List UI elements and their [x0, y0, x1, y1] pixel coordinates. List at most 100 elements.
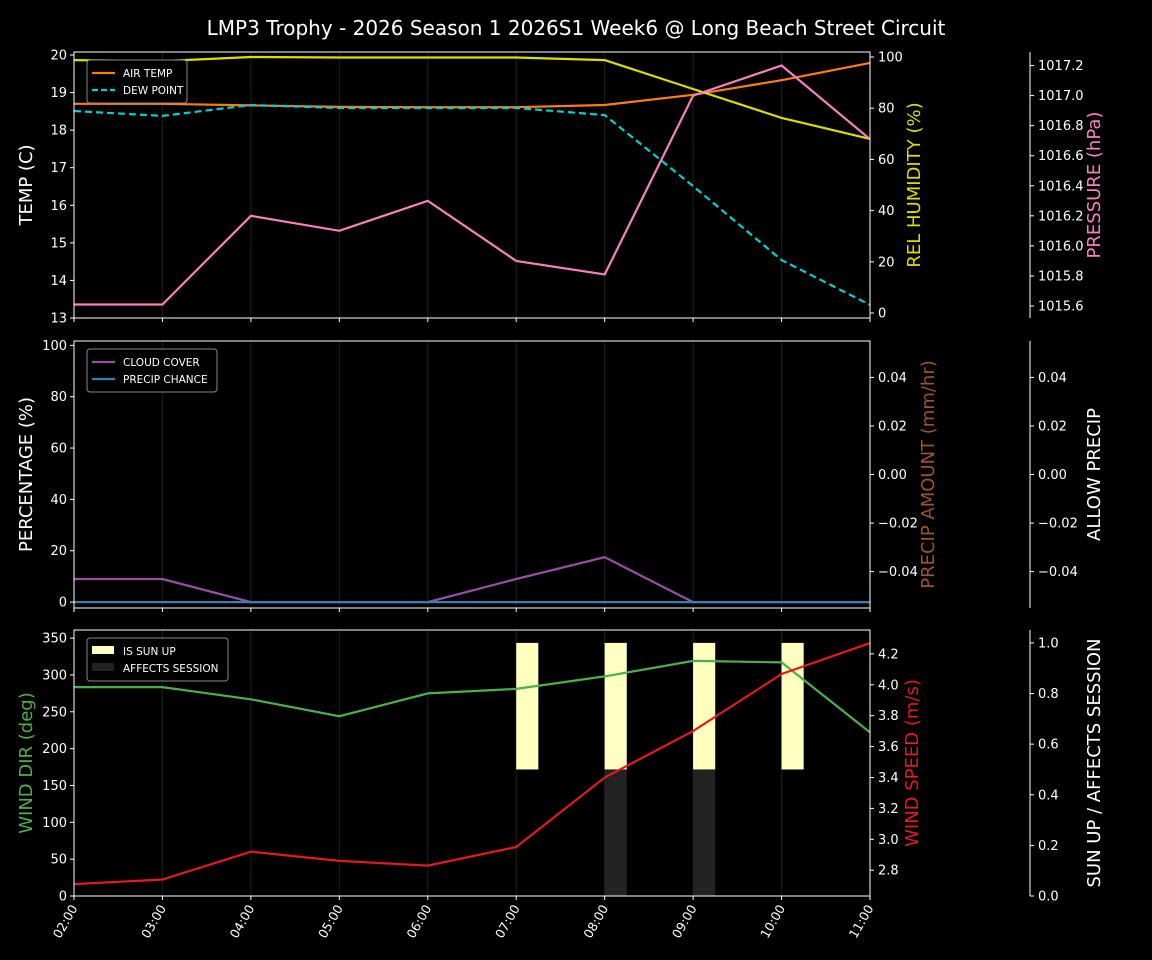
legend-label: AIR TEMP [123, 68, 172, 80]
y-tick-label: 250 [42, 705, 67, 720]
y-tick-label: 0.00 [878, 468, 907, 483]
y-tick-label: 1015.8 [1038, 269, 1084, 284]
y-tick-label: 0.02 [878, 419, 907, 434]
y-tick-label: 3.0 [878, 833, 899, 848]
axis-label: SUN UP / AFFECTS SESSION [1084, 638, 1105, 887]
y-tick-label: 1.0 [1038, 636, 1059, 651]
axis-label: ALLOW PRECIP [1084, 408, 1105, 541]
y-tick-label: 15 [50, 236, 67, 251]
y-tick-label: −0.02 [878, 517, 918, 532]
y-tick-label: 60 [50, 442, 67, 457]
plot-frame [73, 629, 871, 897]
x-tick-label: 11:00 [846, 902, 877, 941]
x-tick-label: 07:00 [492, 902, 523, 941]
y-tick-label: 1017.0 [1038, 89, 1084, 104]
y-tick-label: 13 [50, 312, 67, 327]
bar-is-sun-up [781, 642, 804, 770]
y-tick-label: 19 [50, 86, 67, 101]
panel-1: 13 14 15 16 17 18 19 20 TEMP (C) 0 20 40 60 80 100 REL … [16, 49, 1105, 327]
y-tick-label: 20 [50, 49, 67, 64]
y-tick-label: 0 [59, 890, 67, 905]
y-tick-label: −0.04 [878, 565, 918, 580]
y-tick-label: 0 [59, 596, 67, 611]
x-tick-label: 05:00 [315, 902, 346, 941]
legend-frame [86, 59, 188, 104]
legend-frame [86, 637, 229, 682]
y-tick-label: 4.0 [878, 678, 899, 693]
y-tick-label: 200 [42, 742, 67, 757]
y-tick-label: 4.2 [878, 647, 899, 662]
y-tick-label: 0.8 [1038, 687, 1059, 702]
bar-affects-session [693, 769, 716, 896]
bar-affects-session [604, 769, 627, 896]
legend-label: DEW POINT [123, 85, 184, 97]
y-tick-label: 0.04 [1038, 371, 1067, 386]
y-tick-label: 150 [42, 779, 67, 794]
y-tick-label: 3.4 [878, 771, 899, 786]
y-tick-label: 1016.6 [1038, 149, 1084, 164]
legend-label: IS SUN UP [123, 646, 176, 658]
y-tick-label: 1016.0 [1038, 239, 1084, 254]
chart-title: LMP3 Trophy - 2026 Season 1 2026S1 Week6… [207, 16, 946, 40]
series-line-cloud-cover [74, 556, 870, 604]
x-tick-label: 04:00 [226, 902, 257, 941]
y-tick-label: 40 [878, 204, 895, 219]
y-tick-label: 0.4 [1038, 788, 1059, 803]
y-tick-label: 80 [50, 390, 67, 405]
axis-label: WIND DIR (deg) [16, 692, 37, 834]
axis-label: PERCENTAGE (%) [16, 397, 37, 552]
y-tick-label: 0.02 [1038, 419, 1067, 434]
legend-label: PRECIP CHANCE [123, 374, 208, 386]
series-line-hum [73, 55, 871, 140]
bar-is-sun-up [604, 642, 627, 770]
y-tick-label: 3.2 [878, 802, 899, 817]
plot-frame [73, 51, 871, 319]
bar-is-sun-up [516, 642, 539, 770]
y-tick-label: 300 [42, 668, 67, 683]
x-tick-label: 02:00 [50, 902, 81, 941]
y-tick-label: 1016.8 [1038, 119, 1084, 134]
series-line-spd [73, 642, 871, 886]
series-line-dir [74, 659, 871, 734]
x-tick-label: 06:00 [403, 902, 434, 941]
series-line-dew-point [73, 103, 871, 306]
y-tick-label: 1016.2 [1038, 209, 1084, 224]
y-tick-label: 40 [50, 493, 67, 508]
y-tick-label: 3.8 [878, 709, 899, 724]
panel-3: 0 50 100 150 200 250 300 350 WIND DIR (deg) 2.8 3.… [16, 629, 1105, 941]
y-tick-label: 1016.4 [1038, 179, 1084, 194]
y-tick-label: 14 [50, 274, 67, 289]
y-tick-label: 18 [50, 124, 67, 139]
y-tick-label: 0.0 [1038, 890, 1059, 905]
y-tick-label: 60 [878, 153, 895, 168]
y-tick-label: 1017.2 [1038, 59, 1084, 74]
y-tick-label: −0.04 [1038, 565, 1078, 580]
legend: AIR TEMP DEW POINT [86, 59, 188, 104]
legend-swatch [92, 663, 114, 671]
y-tick-label: 17 [50, 161, 67, 176]
legend: IS SUN UP AFFECTS SESSION [86, 637, 229, 682]
y-tick-label: 2.8 [878, 864, 899, 879]
y-tick-label: 0.00 [1038, 468, 1067, 483]
legend-frame [86, 348, 218, 393]
series-line-air-temp [74, 61, 871, 109]
y-tick-label: 80 [878, 102, 895, 117]
legend-label: CLOUD COVER [123, 357, 200, 369]
x-tick-label: 09:00 [669, 902, 700, 941]
y-tick-label: 0 [878, 307, 886, 322]
y-tick-label: 0.04 [878, 371, 907, 386]
y-tick-label: 20 [50, 544, 67, 559]
x-tick-label: 10:00 [757, 902, 788, 941]
bar-is-sun-up [693, 642, 716, 770]
y-tick-label: 20 [878, 255, 895, 270]
y-tick-label: −0.02 [1038, 517, 1078, 532]
y-tick-label: 0.6 [1038, 738, 1059, 753]
legend-label: AFFECTS SESSION [123, 663, 219, 675]
y-tick-label: 100 [42, 816, 67, 831]
y-tick-label: 1015.6 [1038, 299, 1084, 314]
axis-label: WIND SPEED (m/s) [902, 679, 923, 847]
axis-label: PRESSURE (hPa) [1084, 112, 1105, 259]
y-tick-label: 100 [878, 50, 903, 65]
y-tick-label: 50 [50, 853, 67, 868]
